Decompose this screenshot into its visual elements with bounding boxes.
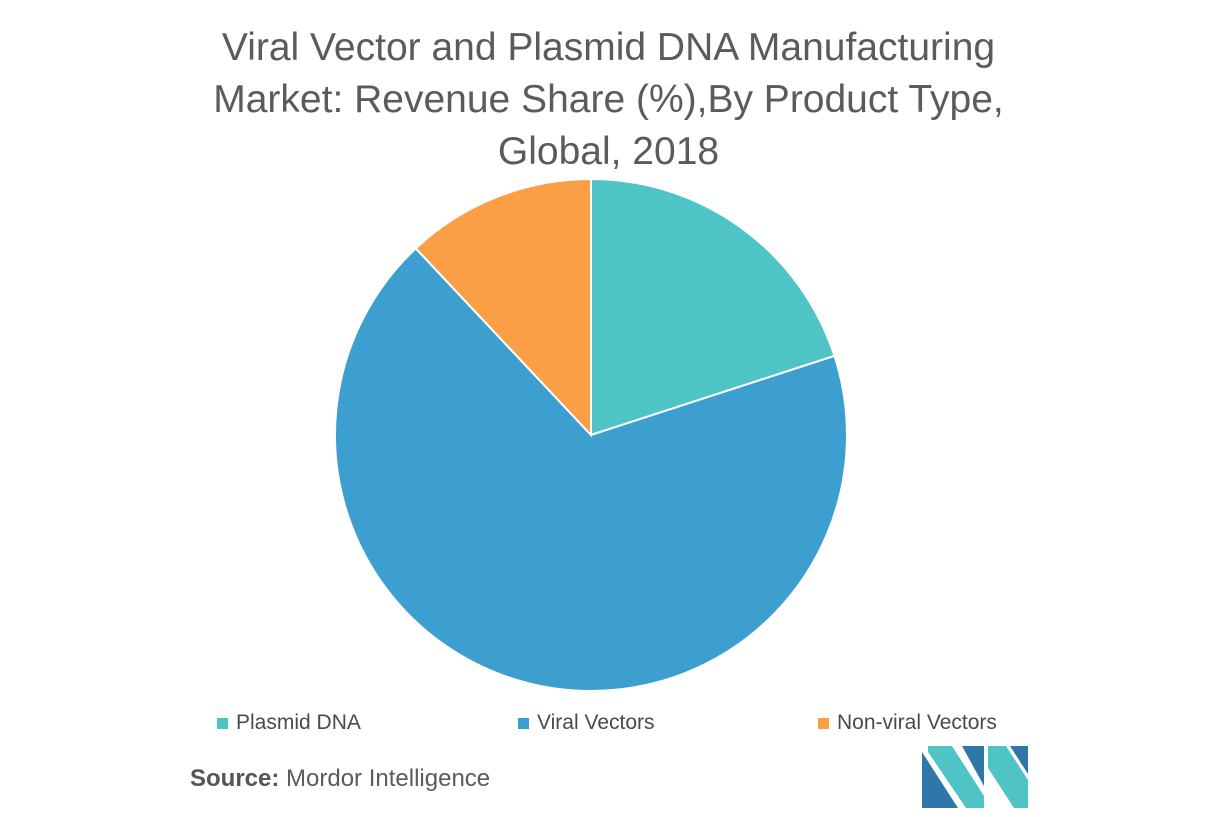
legend-item-plasmid-dna: Plasmid DNA — [217, 708, 361, 738]
legend-item-non-viral-vectors: Non-viral Vectors — [818, 708, 997, 738]
pie-slice-non-viral-vectors — [414, 177, 592, 438]
legend-swatch-viral-vectors — [518, 717, 529, 729]
legend-label-plasmid-dna: Plasmid DNA — [236, 711, 361, 734]
chart-title: Viral Vector and Plasmid DNA Manufacturi… — [0, 22, 1217, 178]
mordor-intelligence-logo-icon — [922, 746, 1028, 808]
source-text: Mordor Intelligence — [286, 765, 491, 792]
chart-title-line-1: Viral Vector and Plasmid DNA Manufacturi… — [221, 26, 996, 69]
legend-swatch-non-viral-vectors — [818, 717, 829, 729]
source-line: Source: Mordor Intelligence — [190, 765, 490, 793]
chart-title-line-2: Market: Revenue Share (%),By Product Typ… — [213, 78, 1004, 121]
pie-slice-plasmid-dna — [590, 177, 836, 437]
legend-label-non-viral-vectors: Non-viral Vectors — [837, 711, 997, 734]
chart-title-line-3: Global, 2018 — [497, 130, 720, 173]
source-label: Source: — [190, 765, 280, 792]
legend-label-viral-vectors: Viral Vectors — [537, 711, 655, 734]
legend-item-viral-vectors: Viral Vectors — [518, 708, 655, 738]
legend-swatch-plasmid-dna — [217, 717, 228, 729]
pie-slice-viral-vectors — [334, 246, 848, 692]
